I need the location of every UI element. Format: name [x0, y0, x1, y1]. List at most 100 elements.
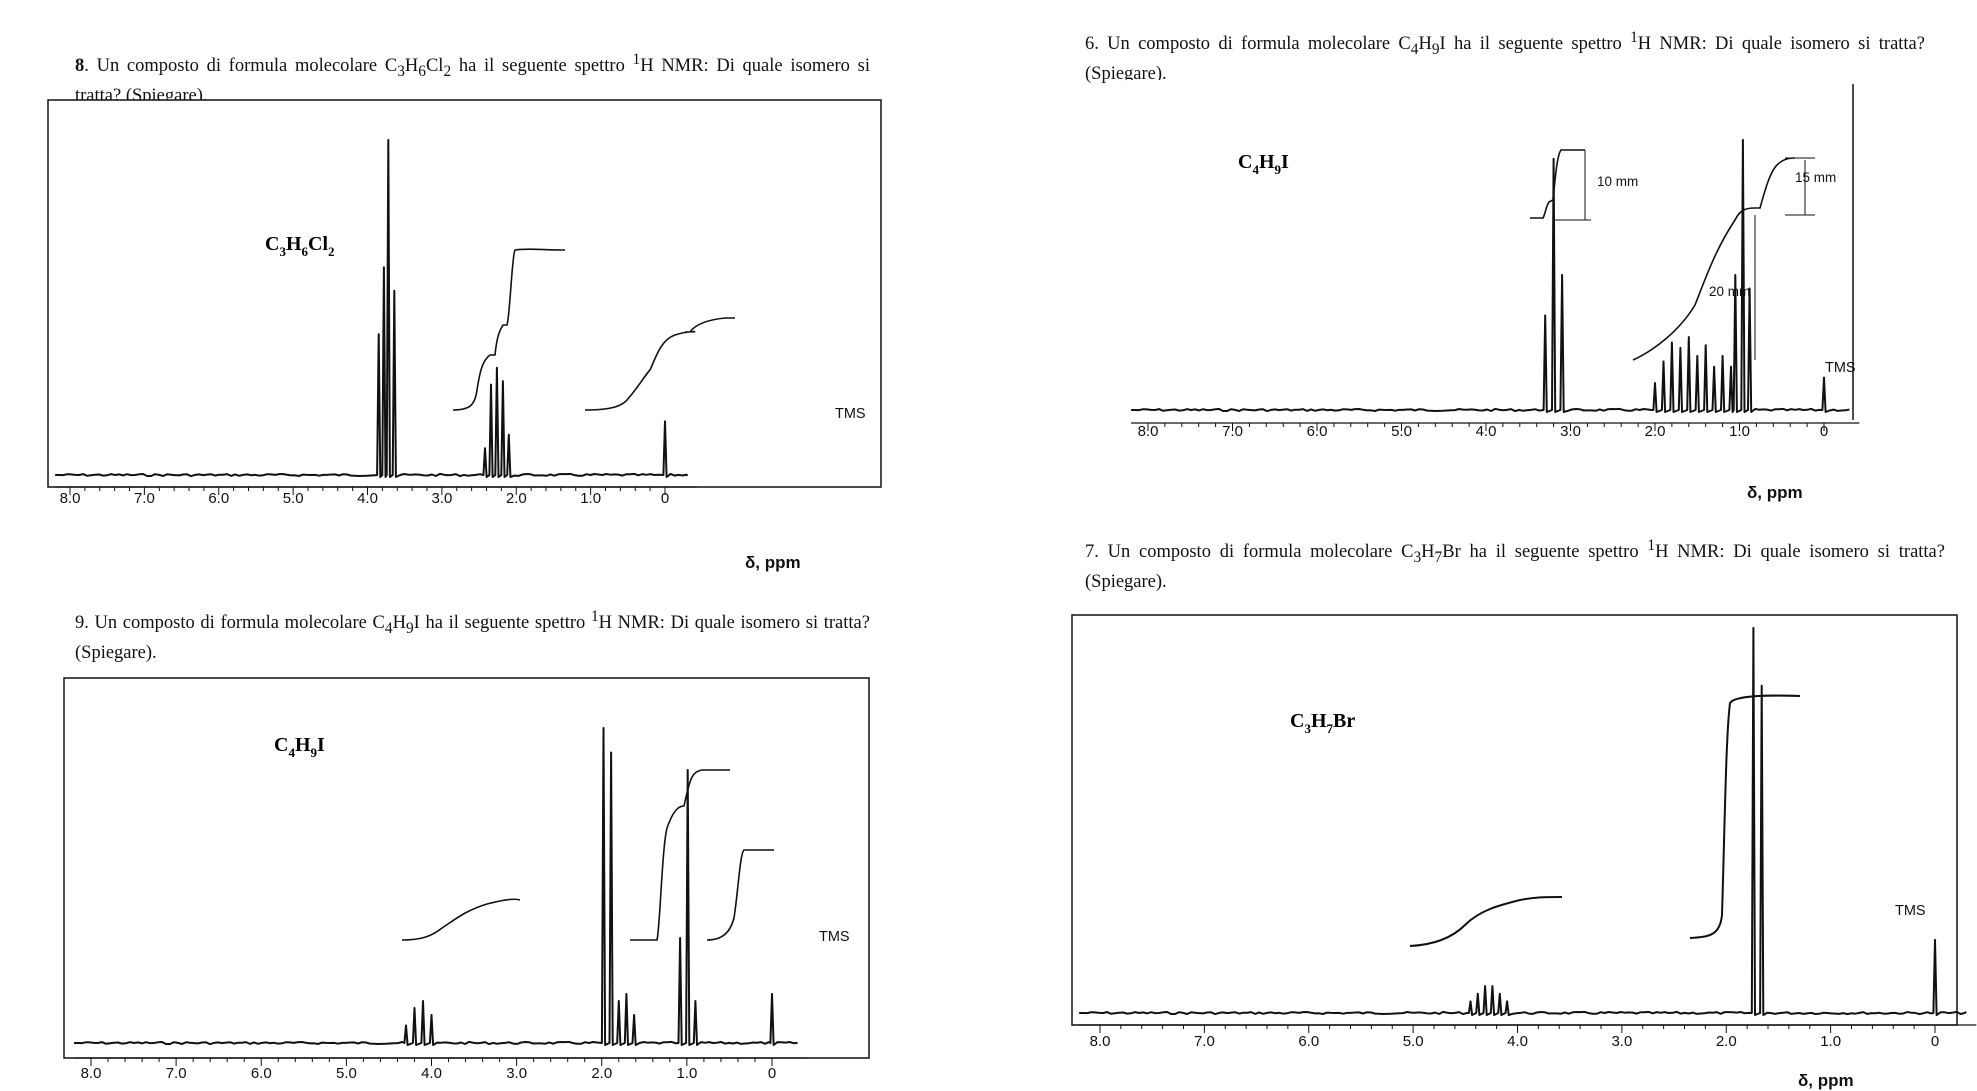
x-tick-label: 1.0 [1820, 1033, 1841, 1050]
x-tick-label: 8.0 [81, 1065, 102, 1082]
x-tick-label: 8.0 [1138, 423, 1159, 440]
spectrum-6: C4H9I 10 mm 15 mm 20 mm TMS 8.0 7.0 6.0 5.0… [1125, 80, 1905, 510]
peak-point [1704, 344, 1707, 347]
x-tick-label: 8.0 [60, 490, 81, 507]
spectrum-frame [1071, 614, 1958, 1026]
superscript: 1 [1647, 537, 1656, 554]
peak-point [1662, 360, 1665, 363]
x-tick-label: 3.0 [1611, 1033, 1632, 1050]
x-tick-label: 7.0 [166, 1065, 187, 1082]
peak-point [1477, 993, 1479, 995]
question-text: Br [1442, 542, 1461, 563]
integral-curve [630, 769, 730, 941]
x-tick-label: 2.0 [1716, 1033, 1737, 1050]
question-text: H NMR: Di quale isomero si tratta? (Spie… [1085, 542, 1945, 592]
spectrum-6-svg: C4H9I 10 mm 15 mm 20 mm TMS 8.0 7.0 6.0 5.0… [1131, 84, 1860, 502]
peak-point [383, 266, 385, 269]
x-axis-ticks: 8.0 7.0 6.0 5.0 4.0 3.0 2.0 1.0 0 [73, 1057, 808, 1082]
subscript: 2 [443, 62, 452, 80]
subscript: 9 [1431, 40, 1440, 58]
x-tick-label: 1.0 [676, 1065, 697, 1082]
peak-point [387, 139, 390, 141]
subscript: 6 [418, 62, 426, 80]
question-9-text: 9. Un composto di formula molecolare C4H… [75, 605, 870, 665]
x-tick-label: 3.0 [431, 490, 452, 507]
peak-point [625, 993, 628, 995]
peak-point [686, 769, 689, 771]
question-text: I [413, 613, 420, 634]
question-text: I [1439, 34, 1446, 55]
tms-label: TMS [819, 929, 850, 945]
subscript: 4 [384, 619, 393, 637]
spectrum-line [1079, 627, 1967, 1016]
formula-label: C3H6Cl2 [265, 233, 335, 259]
question-text: ha il seguente spettro [419, 613, 591, 634]
x-tick-label: 6.0 [251, 1065, 272, 1082]
axis-label: δ, ppm [1798, 1071, 1854, 1090]
spectrum-trace [55, 139, 689, 478]
question-8-text: 8. Un composto di formula molecolare C3H… [75, 48, 870, 108]
spectrum-line [73, 727, 798, 1046]
integral-curve [706, 849, 774, 941]
axis-label: δ, ppm [1747, 483, 1803, 502]
peak-point [1654, 382, 1656, 384]
peak-point [1721, 355, 1724, 357]
subscript: 3 [397, 62, 405, 80]
question-text: . Un composto di formula molecolare C [84, 613, 385, 634]
spectrum-trace [73, 727, 798, 1046]
axis-label: δ, ppm [745, 553, 801, 572]
peak-point [1734, 274, 1737, 276]
question-text: ha il seguente spettro [1460, 542, 1648, 563]
x-tick-label: 0 [1820, 423, 1828, 440]
peak-point [602, 727, 605, 729]
x-tick-label: 2.0 [591, 1065, 612, 1082]
x-axis-ticks: 8.0 7.0 6.0 5.0 4.0 3.0 2.0 1.0 0 [1079, 1024, 1977, 1050]
x-tick-label: 2.0 [506, 490, 527, 507]
spectrum-8: C3H6Cl2 TMS 8.0 7.0 6.0 5.0 4.0 3.0 2.0 1.0 0 δ,… [45, 99, 885, 585]
question-text: . Un composto di formula molecolare C [84, 56, 398, 77]
tms-label: TMS [1825, 360, 1856, 376]
peak-point [1499, 993, 1501, 995]
peak-point [694, 1000, 697, 1002]
x-tick-label: 0 [768, 1065, 776, 1082]
peak-point [1552, 158, 1555, 160]
integral-curve [1632, 157, 1796, 361]
peak-point [679, 937, 681, 939]
x-tick-label: 6.0 [1307, 423, 1328, 440]
peak-point [496, 367, 498, 369]
peak-point [484, 447, 486, 450]
x-tick-label: 7.0 [1222, 423, 1243, 440]
integral-curve [401, 898, 521, 941]
spectrum-9: C4H9I TMS 8.0 7.0 6.0 5.0 4.0 3.0 2.0 1.0 0 δ [62, 677, 882, 1091]
spectrum-frame [47, 99, 882, 488]
x-tick-label: 1.0 [580, 490, 601, 507]
x-axis-ticks: 8.0 7.0 6.0 5.0 4.0 3.0 2.0 1.0 0 [1131, 422, 1860, 440]
x-tick-label: 4.0 [1507, 1033, 1528, 1050]
peak-point [664, 420, 666, 423]
annotation: 15 mm [1795, 170, 1836, 185]
question-text: H [392, 613, 406, 634]
peak-point [1688, 336, 1690, 338]
x-tick-label: 0 [661, 490, 669, 507]
peak-point [610, 751, 612, 754]
peak-point [405, 1024, 407, 1027]
peak-point [1742, 139, 1744, 141]
peak-point [1679, 347, 1682, 349]
peak-point [1934, 939, 1936, 941]
peak-point [508, 434, 510, 436]
superscript: 1 [590, 608, 599, 625]
peak-point [430, 1014, 433, 1016]
subscript: 4 [1410, 40, 1419, 58]
annotation: 20 mm [1709, 284, 1750, 299]
peak-point [1469, 1000, 1472, 1003]
question-text: H [1421, 542, 1435, 563]
x-tick-label: 4.0 [1476, 423, 1497, 440]
spectrum-frame [63, 677, 870, 1059]
spectrum-7-svg: C3H7Br TMS 8.0 7.0 6.0 5.0 4.0 3.0 2.0 1.0 0 δ, … [1071, 614, 1977, 1090]
x-tick-label: 1.0 [1729, 423, 1750, 440]
formula-label: C4H9I [1238, 151, 1289, 177]
x-tick-label: 2.0 [1645, 423, 1666, 440]
peak-point [393, 289, 396, 292]
question-number: 8 [75, 56, 85, 77]
x-tick-label: 5.0 [1403, 1033, 1424, 1050]
